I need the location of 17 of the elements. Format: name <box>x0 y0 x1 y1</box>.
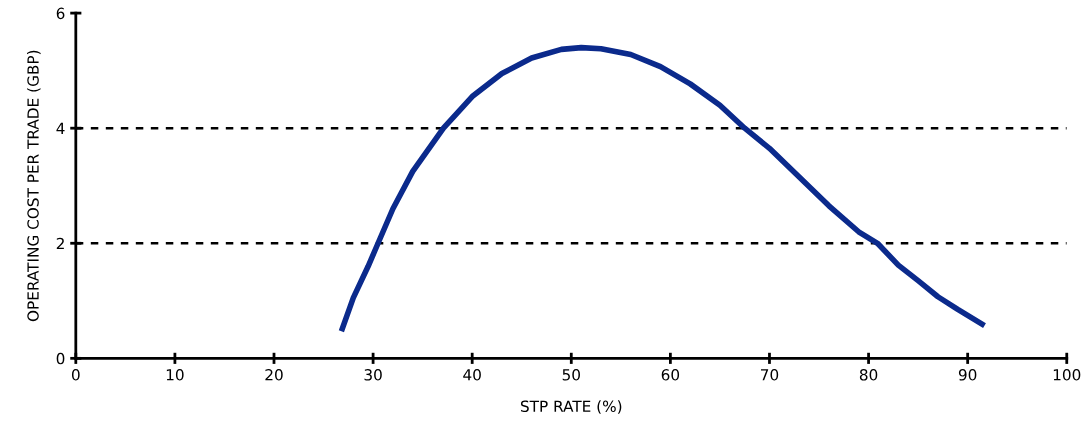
x-tick-label: 0 <box>71 369 80 381</box>
x-tick-label: 90 <box>958 369 977 381</box>
x-tick-label: 80 <box>859 369 878 381</box>
y-axis-title: OPERATING COST PER TRADE (GBP) <box>27 50 41 322</box>
x-tick-label: 70 <box>761 369 779 381</box>
x-tick-label: 60 <box>661 369 680 381</box>
y-tick-label: 6 <box>56 7 65 20</box>
x-tick-label: 20 <box>265 369 283 381</box>
x-axis-title: STP RATE (%) <box>520 400 622 414</box>
x-tick-label: 10 <box>166 369 184 381</box>
y-tick-label: 2 <box>56 237 64 250</box>
x-tick-label: 100 <box>1053 369 1081 381</box>
x-tick-label: 30 <box>364 369 382 381</box>
y-tick-label: 0 <box>56 352 65 365</box>
x-tick-label: 40 <box>463 369 481 381</box>
x-tick-label: 50 <box>562 369 580 381</box>
y-tick-label: 4 <box>56 122 65 134</box>
